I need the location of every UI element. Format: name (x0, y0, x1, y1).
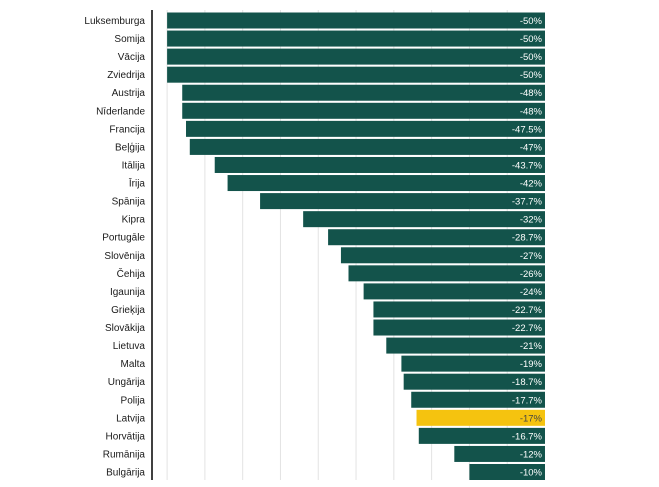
value-label-0: -50% (520, 16, 543, 27)
category-label-18: Lietuva (113, 341, 146, 352)
value-label-20: -18.7% (512, 377, 543, 388)
category-label-23: Horvātija (106, 431, 146, 442)
bar-20 (403, 373, 545, 390)
bar-18 (386, 337, 545, 354)
bar-21 (411, 391, 545, 408)
bar-16 (373, 301, 545, 318)
bar-10 (260, 193, 545, 210)
category-label-19: Malta (121, 359, 146, 370)
value-label-25: -10% (520, 468, 543, 479)
bar-6 (186, 120, 545, 137)
value-label-6: -47.5% (512, 124, 543, 135)
bars (167, 12, 546, 480)
value-label-21: -17.7% (512, 395, 543, 406)
value-label-13: -27% (520, 251, 543, 262)
category-label-11: Kipra (122, 215, 146, 226)
category-label-12: Portugāle (102, 233, 145, 244)
category-label-14: Čehija (117, 267, 146, 280)
category-label-2: Vācija (118, 52, 146, 63)
category-label-4: Austrija (112, 88, 146, 99)
bar-22 (416, 409, 545, 426)
bar-25 (469, 464, 545, 480)
value-label-7: -47% (520, 142, 543, 153)
value-label-5: -48% (520, 106, 543, 117)
value-label-4: -48% (520, 88, 543, 99)
value-label-2: -50% (520, 52, 543, 63)
category-label-16: Grieķija (111, 305, 145, 316)
category-label-3: Zviedrija (107, 70, 145, 81)
value-label-17: -22.7% (512, 323, 543, 334)
bar-9 (227, 175, 546, 192)
bar-7 (189, 138, 546, 155)
category-label-6: Francija (109, 124, 145, 135)
category-label-5: Nīderlande (96, 106, 145, 117)
bar-4 (182, 84, 545, 101)
category-label-10: Spānija (112, 197, 146, 208)
value-label-1: -50% (520, 34, 543, 45)
bar-5 (182, 102, 545, 119)
bar-12 (328, 229, 545, 246)
bar-0 (167, 12, 545, 29)
bar-1 (167, 30, 545, 47)
category-label-13: Slovēnija (104, 251, 145, 262)
category-label-1: Somija (114, 34, 145, 45)
value-label-9: -42% (520, 179, 543, 190)
category-label-21: Polija (121, 395, 146, 406)
category-label-20: Ungārija (108, 377, 146, 388)
category-label-8: Itālija (122, 160, 146, 171)
bar-17 (373, 319, 545, 336)
bar-15 (363, 283, 545, 300)
value-label-16: -22.7% (512, 305, 543, 316)
category-label-17: Slovākija (105, 323, 145, 334)
value-label-11: -32% (520, 215, 543, 226)
category-label-25: Bulgārija (106, 468, 145, 479)
bar-23 (418, 427, 545, 444)
value-label-15: -24% (520, 287, 543, 298)
bar-24 (454, 445, 545, 462)
bar-8 (214, 156, 545, 173)
bar-11 (303, 211, 545, 228)
category-label-7: Beļģija (115, 140, 145, 153)
value-labels: -50% -50% -50% -50% -48% -48% -47.5% -47% -43.7%… (512, 16, 543, 479)
bar-19 (401, 355, 545, 372)
category-label-15: Igaunija (110, 287, 145, 298)
value-label-22: -17% (520, 413, 543, 424)
category-label-24: Rumānija (103, 449, 146, 460)
bar-3 (167, 66, 545, 83)
bar-2 (167, 48, 545, 65)
value-label-14: -26% (520, 269, 543, 280)
value-label-3: -50% (520, 70, 543, 81)
category-label-0: Luksemburga (84, 16, 145, 27)
bar-13 (340, 247, 545, 264)
value-label-12: -28.7% (512, 233, 543, 244)
value-label-24: -12% (520, 449, 543, 460)
category-labels: Luksemburga Somija Vācija Zviedrija Austrija… (84, 16, 145, 479)
value-label-19: -19% (520, 359, 543, 370)
value-label-8: -43.7% (512, 160, 543, 171)
category-label-9: Īrija (129, 178, 146, 190)
category-label-22: Latvija (116, 413, 145, 424)
value-label-23: -16.7% (512, 431, 543, 442)
value-label-10: -37.7% (512, 197, 543, 208)
value-label-18: -21% (520, 341, 543, 352)
bar-14 (348, 265, 545, 282)
